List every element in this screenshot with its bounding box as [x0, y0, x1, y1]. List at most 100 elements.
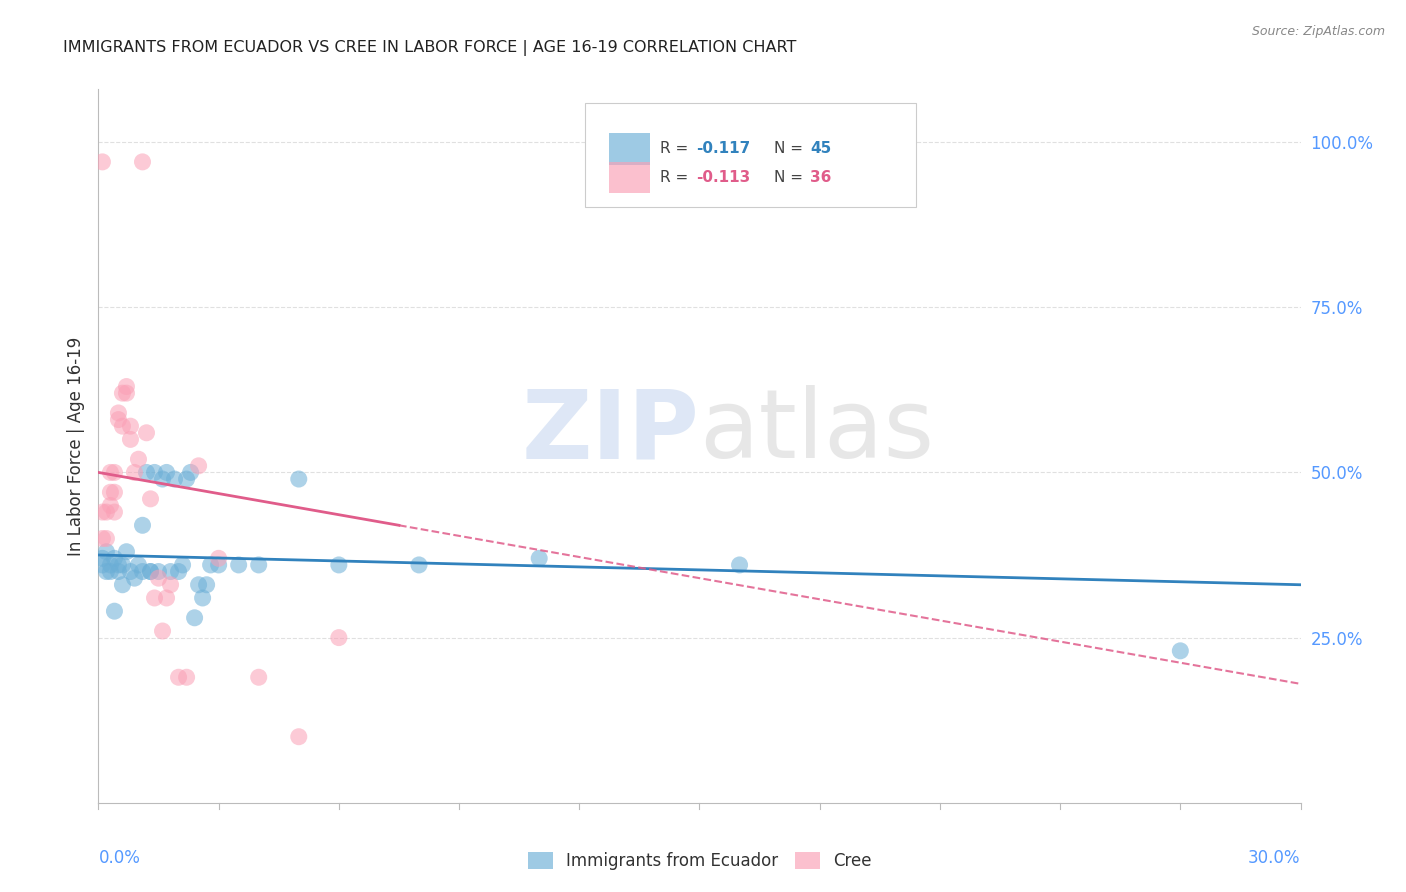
- Point: [107, 558, 129, 572]
- Text: 0.0%: 0.0%: [98, 849, 141, 867]
- Point: [187, 578, 209, 592]
- Point: [107, 412, 129, 426]
- Point: [191, 591, 214, 605]
- Point: [208, 551, 231, 566]
- Point: [91, 558, 114, 572]
- Legend: Immigrants from Ecuador, Cree: Immigrants from Ecuador, Cree: [520, 845, 879, 877]
- FancyBboxPatch shape: [585, 103, 915, 207]
- Point: [103, 466, 125, 480]
- Point: [100, 485, 122, 500]
- Point: [100, 558, 122, 572]
- Point: [128, 558, 150, 572]
- Point: [195, 578, 218, 592]
- Point: [103, 551, 125, 566]
- Point: [143, 466, 166, 480]
- Text: N =: N =: [775, 142, 808, 156]
- Point: [139, 491, 162, 506]
- Point: [529, 551, 551, 566]
- Point: [128, 452, 150, 467]
- Point: [1170, 644, 1192, 658]
- Text: Source: ZipAtlas.com: Source: ZipAtlas.com: [1251, 25, 1385, 38]
- Point: [247, 670, 270, 684]
- Point: [96, 532, 118, 546]
- Point: [187, 458, 209, 473]
- Point: [107, 406, 129, 420]
- Point: [131, 518, 153, 533]
- Point: [115, 379, 138, 393]
- Point: [200, 558, 222, 572]
- Point: [91, 505, 114, 519]
- Text: IMMIGRANTS FROM ECUADOR VS CREE IN LABOR FORCE | AGE 16-19 CORRELATION CHART: IMMIGRANTS FROM ECUADOR VS CREE IN LABOR…: [63, 40, 797, 56]
- Point: [328, 631, 350, 645]
- Point: [408, 558, 430, 572]
- Point: [728, 558, 751, 572]
- FancyBboxPatch shape: [609, 133, 650, 165]
- Text: atlas: atlas: [700, 385, 935, 478]
- Point: [228, 558, 250, 572]
- Point: [167, 670, 190, 684]
- Point: [96, 505, 118, 519]
- Text: R =: R =: [659, 142, 693, 156]
- Point: [143, 591, 166, 605]
- Text: N =: N =: [775, 170, 808, 185]
- Point: [176, 670, 198, 684]
- Point: [208, 558, 231, 572]
- Point: [107, 565, 129, 579]
- Point: [155, 466, 177, 480]
- Point: [139, 565, 162, 579]
- Point: [131, 565, 153, 579]
- Point: [103, 505, 125, 519]
- Point: [288, 730, 311, 744]
- Point: [152, 624, 174, 638]
- Point: [103, 485, 125, 500]
- Point: [148, 571, 170, 585]
- Text: 36: 36: [810, 170, 831, 185]
- Point: [247, 558, 270, 572]
- Point: [111, 558, 134, 572]
- Point: [131, 154, 153, 169]
- Point: [115, 386, 138, 401]
- Point: [91, 154, 114, 169]
- Point: [103, 604, 125, 618]
- Point: [176, 472, 198, 486]
- Point: [148, 565, 170, 579]
- Text: -0.117: -0.117: [696, 142, 751, 156]
- Point: [159, 578, 181, 592]
- Text: ZIP: ZIP: [522, 385, 700, 478]
- Point: [124, 571, 146, 585]
- Point: [124, 466, 146, 480]
- Point: [111, 419, 134, 434]
- Point: [139, 565, 162, 579]
- Point: [100, 499, 122, 513]
- Point: [96, 565, 118, 579]
- Point: [91, 532, 114, 546]
- Point: [111, 578, 134, 592]
- Point: [100, 565, 122, 579]
- Text: R =: R =: [659, 170, 693, 185]
- Point: [100, 466, 122, 480]
- Point: [163, 472, 186, 486]
- Point: [328, 558, 350, 572]
- Point: [288, 472, 311, 486]
- Point: [180, 466, 202, 480]
- Text: -0.113: -0.113: [696, 170, 751, 185]
- Y-axis label: In Labor Force | Age 16-19: In Labor Force | Age 16-19: [66, 336, 84, 556]
- Text: 45: 45: [810, 142, 831, 156]
- Point: [135, 466, 157, 480]
- Text: 30.0%: 30.0%: [1249, 849, 1301, 867]
- Point: [115, 545, 138, 559]
- Point: [120, 419, 142, 434]
- Point: [111, 386, 134, 401]
- Point: [91, 551, 114, 566]
- FancyBboxPatch shape: [609, 161, 650, 194]
- Point: [120, 565, 142, 579]
- Point: [167, 565, 190, 579]
- Point: [172, 558, 194, 572]
- Point: [183, 611, 205, 625]
- Point: [159, 565, 181, 579]
- Point: [96, 545, 118, 559]
- Point: [152, 472, 174, 486]
- Point: [120, 433, 142, 447]
- Point: [155, 591, 177, 605]
- Point: [135, 425, 157, 440]
